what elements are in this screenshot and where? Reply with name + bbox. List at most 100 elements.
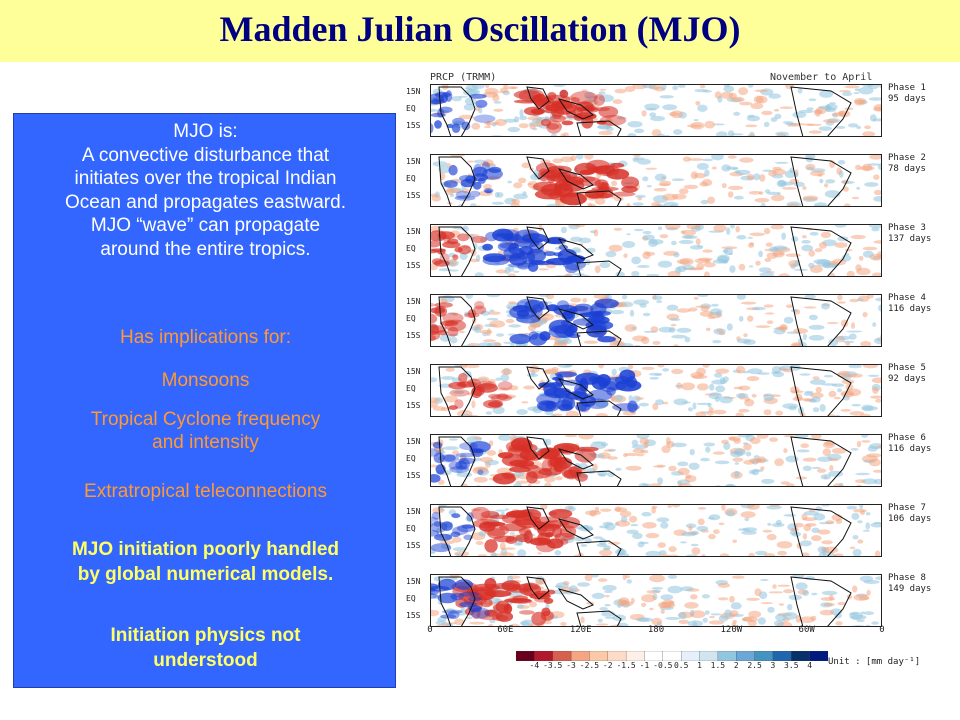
anomaly-speckle	[623, 253, 628, 258]
anomaly-speckle	[742, 527, 758, 532]
anomaly-speckle	[486, 295, 501, 298]
anomaly-speckle	[630, 523, 639, 527]
anomaly-speckle	[597, 618, 603, 623]
anomaly-speckle	[679, 257, 694, 266]
anomaly-speckle	[667, 575, 678, 579]
anomaly-speckle	[774, 458, 784, 467]
anomaly-speckle	[570, 236, 583, 242]
anomaly-speckle	[779, 106, 793, 109]
anomaly-speckle	[862, 365, 878, 369]
anomaly-speckle	[862, 246, 878, 251]
main-anomaly-cell	[546, 538, 564, 549]
anomaly-speckle	[814, 109, 821, 117]
colorbar-segment	[570, 651, 591, 661]
anomaly-speckle	[687, 407, 693, 412]
anomaly-speckle	[811, 435, 822, 440]
anomaly-speckle	[766, 320, 774, 324]
anomaly-speckle	[519, 621, 530, 626]
anomaly-speckle	[780, 481, 790, 485]
anomaly-speckle	[695, 238, 701, 246]
anomaly-speckle	[560, 133, 566, 136]
anomaly-speckle	[763, 304, 774, 308]
anomaly-speckle	[615, 467, 622, 471]
implication-line: Tropical Cyclone frequency	[90, 409, 321, 430]
anomaly-speckle	[583, 340, 598, 344]
anomaly-speckle	[473, 476, 488, 483]
anomaly-speckle	[837, 160, 846, 165]
anomaly-speckle	[745, 124, 758, 128]
opposite-anomaly-cell	[431, 543, 452, 553]
anomaly-speckle	[431, 194, 441, 202]
anomaly-speckle	[811, 466, 822, 469]
anomaly-speckle	[690, 543, 699, 547]
opposite-anomaly-cell	[431, 474, 441, 483]
anomaly-speckle	[707, 316, 716, 319]
anomaly-speckle	[649, 376, 660, 380]
anomaly-speckle	[781, 232, 786, 240]
anomaly-speckle	[662, 368, 670, 372]
latitude-label: 15S	[406, 611, 421, 620]
anomaly-speckle	[814, 248, 823, 253]
opposite-anomaly-cell	[455, 452, 476, 458]
anomaly-speckle	[633, 228, 644, 232]
anomaly-speckle	[513, 482, 523, 486]
colorbar-segment	[681, 651, 701, 661]
main-anomaly-cell	[606, 168, 630, 180]
anomaly-speckle	[819, 178, 824, 184]
anomaly-speckle	[866, 589, 871, 596]
opposite-anomaly-cell	[442, 312, 464, 324]
anomaly-speckle	[662, 193, 678, 201]
anomaly-speckle	[760, 202, 766, 206]
anomaly-speckle	[680, 382, 695, 391]
main-anomaly-cell	[528, 260, 555, 266]
anomaly-speckle	[857, 520, 863, 524]
anomaly-speckle	[483, 91, 499, 98]
anomaly-speckle	[823, 119, 838, 123]
anomaly-speckle	[627, 121, 643, 128]
main-anomaly-cell	[516, 250, 528, 260]
unit-label: Unit : [mm day⁻¹]	[828, 657, 921, 667]
anomaly-speckle	[691, 547, 701, 555]
colorbar-tick-label: 1	[697, 661, 702, 670]
opposite-anomaly-cell	[431, 113, 446, 118]
anomaly-speckle	[674, 266, 682, 274]
anomaly-speckle	[603, 590, 613, 593]
anomaly-speckle	[432, 507, 444, 514]
anomaly-speckle	[870, 522, 881, 528]
anomaly-speckle	[550, 414, 557, 416]
anomaly-speckle	[624, 324, 637, 332]
anomaly-speckle	[624, 452, 639, 457]
anomaly-speckle	[626, 233, 631, 236]
anomaly-speckle	[498, 435, 512, 441]
emphasis-statement: Initiation physics not understood	[14, 623, 397, 673]
anomaly-speckle	[564, 435, 578, 438]
main-anomaly-cell	[552, 376, 563, 381]
anomaly-speckle	[801, 552, 810, 556]
anomaly-speckle	[711, 166, 717, 170]
anomaly-speckle	[783, 316, 794, 324]
anomaly-speckle	[803, 510, 819, 516]
anomaly-speckle	[757, 372, 770, 375]
opposite-anomaly-cell	[458, 373, 468, 383]
anomaly-speckle	[772, 245, 788, 251]
anomaly-speckle	[519, 109, 524, 117]
anomaly-speckle	[538, 295, 550, 297]
anomaly-speckle	[443, 395, 458, 403]
main-anomaly-cell	[496, 229, 520, 240]
anomaly-speckle	[644, 251, 656, 256]
anomaly-speckle	[753, 95, 764, 104]
anomaly-speckle	[739, 157, 754, 163]
anomaly-speckle	[509, 623, 520, 626]
anomaly-speckle	[727, 155, 737, 159]
anomaly-speckle	[730, 225, 735, 229]
coastline	[438, 156, 476, 206]
anomaly-speckle	[529, 123, 536, 130]
anomaly-speckle	[775, 410, 784, 416]
anomaly-speckle	[808, 314, 818, 321]
anomaly-speckle	[875, 297, 881, 302]
anomaly-speckle	[763, 121, 770, 128]
anomaly-speckle	[802, 590, 810, 596]
anomaly-speckle	[788, 203, 799, 206]
anomaly-speckle	[712, 340, 722, 344]
anomaly-speckle	[594, 265, 601, 274]
